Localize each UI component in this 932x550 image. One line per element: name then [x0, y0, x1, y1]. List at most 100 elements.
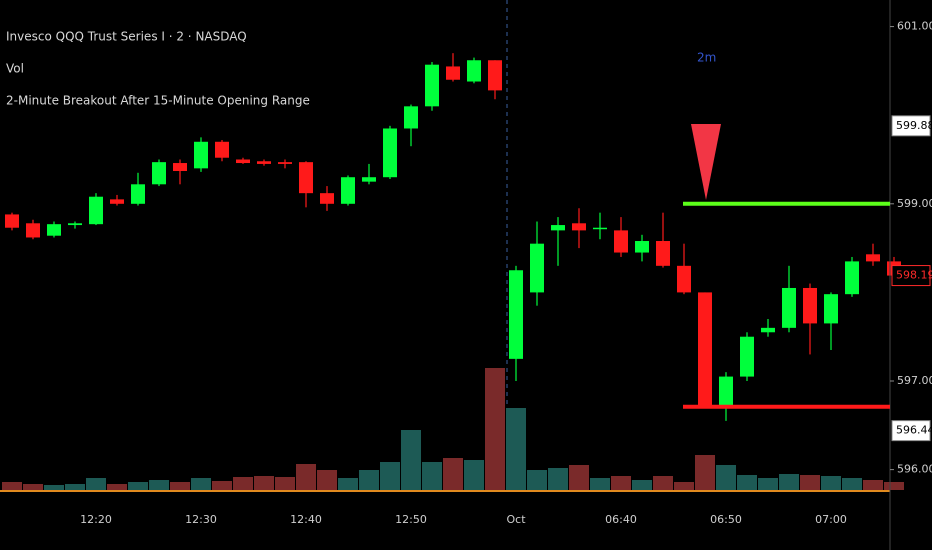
x-tick-label: 06:40: [605, 513, 637, 526]
signal-marker: [691, 124, 721, 200]
volume-bar: [695, 455, 715, 490]
price-label-box: [891, 115, 931, 137]
volume-bar: [380, 462, 400, 490]
volume-bar: [275, 477, 295, 490]
volume-bar: [443, 458, 463, 490]
price-label: 598.19: [896, 269, 932, 282]
candle-body: [845, 261, 859, 295]
volume-bar: [317, 470, 337, 490]
volume-bar: [212, 481, 232, 490]
candle-body: [26, 223, 40, 238]
volume-bar: [842, 478, 862, 490]
candle-body: [89, 196, 103, 225]
volume-bar: [422, 462, 442, 490]
candle-body: [236, 159, 250, 164]
x-tick-label: 06:50: [710, 513, 742, 526]
candle-body: [110, 199, 124, 204]
candle-body: [131, 184, 145, 204]
candle-body: [761, 327, 775, 333]
plot-area: [2, 53, 904, 490]
candle-body: [719, 376, 733, 408]
candle-body: [320, 193, 334, 204]
volume-bar: [149, 480, 169, 490]
volume-bar: [611, 476, 631, 490]
candle-body: [551, 225, 565, 231]
candle-body: [509, 270, 523, 359]
candle-body: [656, 241, 670, 266]
volume-bar: [674, 482, 694, 490]
volume-bar: [590, 478, 610, 490]
volume-bar: [107, 484, 127, 490]
price-label: 599.88: [896, 119, 932, 132]
indicator-label: 2-Minute Breakout After 15-Minute Openin…: [6, 94, 310, 108]
volume-bar: [884, 482, 904, 490]
candle-body: [740, 336, 754, 377]
volume-bar: [359, 470, 379, 490]
x-tick-label: 07:00: [815, 513, 847, 526]
candle-body: [362, 177, 376, 182]
candle-body: [425, 64, 439, 107]
volume-bar: [86, 478, 106, 490]
chart-title: Invesco QQQ Trust Series I · 2 · NASDAQ: [6, 30, 247, 44]
candle-body: [782, 287, 796, 328]
volume-bar: [2, 482, 22, 490]
candle-body: [698, 292, 712, 408]
candle-body: [614, 230, 628, 253]
price-label-box: [891, 265, 931, 287]
candle-body: [152, 162, 166, 185]
volume-bar: [44, 485, 64, 490]
candle-body: [404, 106, 418, 129]
volume-bar: [548, 468, 568, 490]
candle-body: [488, 60, 502, 91]
candle-body: [866, 254, 880, 262]
x-tick-label: 12:40: [290, 513, 322, 526]
volume-bar: [737, 475, 757, 490]
candle-body: [593, 227, 607, 230]
candle-body: [68, 223, 82, 226]
candle-body: [383, 128, 397, 178]
volume-bar: [779, 474, 799, 490]
candle-body: [299, 162, 313, 194]
x-tick-label: Oct: [506, 513, 526, 526]
candle-body: [173, 163, 187, 172]
x-tick-label: 12:30: [185, 513, 217, 526]
x-tick-label: 12:50: [395, 513, 427, 526]
volume-bar: [569, 465, 589, 490]
price-label: 596.44: [896, 424, 932, 437]
volume-bar: [401, 430, 421, 490]
candle-body: [677, 265, 691, 293]
volume-bar: [716, 465, 736, 490]
volume-bar: [464, 460, 484, 490]
candle-body: [194, 141, 208, 169]
volume-bar: [506, 408, 526, 490]
volume-bar: [254, 476, 274, 490]
signal-label: 2m: [697, 51, 716, 65]
y-tick-label: 596.00: [897, 463, 932, 476]
price-label-box: [891, 420, 931, 442]
candle-body: [635, 241, 649, 253]
x-tick-label: 12:20: [80, 513, 112, 526]
candle-body: [278, 162, 292, 164]
candle-body: [5, 214, 19, 228]
volume-bar: [863, 480, 883, 490]
volume-bar: [338, 478, 358, 490]
volume-bar: [296, 464, 316, 490]
candle-body: [467, 60, 481, 82]
candle-body: [341, 177, 355, 204]
volume-bar: [128, 482, 148, 490]
volume-bar: [527, 470, 547, 490]
candle-body: [530, 243, 544, 293]
volume-bar: [800, 475, 820, 490]
y-tick-label: 601.00: [897, 20, 932, 33]
volume-bar: [485, 368, 505, 490]
y-tick-label: 599.00: [897, 197, 932, 210]
candle-body: [47, 224, 61, 236]
candle-body: [824, 294, 838, 324]
candle-body: [446, 66, 460, 80]
candle-body: [257, 161, 271, 164]
volume-bar: [821, 476, 841, 490]
y-tick-label: 597.00: [897, 374, 932, 387]
volume-bar: [191, 478, 211, 490]
